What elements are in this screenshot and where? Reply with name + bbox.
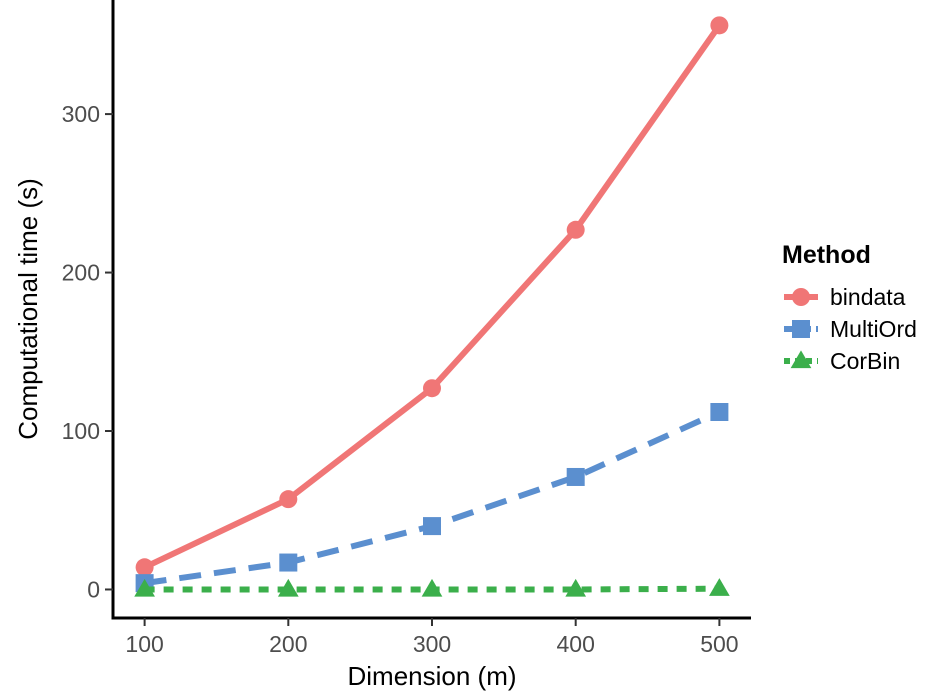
series-bindata — [135, 16, 729, 577]
series-line — [144, 409, 721, 587]
x-tick-label: 200 — [269, 631, 307, 657]
y-axis-ticks: 0 100 200 300 — [62, 101, 113, 602]
x-tick-label: 400 — [557, 631, 595, 657]
legend: Method bindata MultiOrd CorBin — [782, 241, 917, 374]
x-tick-label: 500 — [700, 631, 738, 657]
legend-title: Method — [782, 241, 871, 269]
data-point — [566, 220, 585, 239]
y-axis-title: Computational time (s) — [13, 178, 43, 440]
legend-label: MultiOrd — [830, 316, 917, 342]
data-point — [277, 578, 299, 597]
x-axis-ticks: 100 200 300 400 500 — [125, 618, 739, 657]
legend-swatch-marker — [792, 320, 810, 338]
data-point — [279, 553, 298, 572]
legend-label: bindata — [830, 284, 906, 310]
series-corbin — [134, 578, 730, 597]
series-layer — [134, 16, 730, 597]
x-tick-label: 100 — [125, 631, 163, 657]
series-multiord — [135, 403, 729, 593]
y-tick-label: 100 — [62, 418, 100, 444]
data-point — [423, 517, 441, 536]
data-point — [423, 379, 441, 398]
y-tick-label: 200 — [62, 260, 100, 286]
data-point — [279, 490, 298, 509]
data-point — [709, 578, 730, 596]
x-tick-label: 300 — [413, 631, 451, 657]
data-point — [710, 403, 729, 421]
data-point — [566, 467, 585, 486]
data-point — [134, 578, 155, 597]
data-point — [135, 558, 154, 577]
legend-item-corbin: CorBin — [784, 348, 900, 374]
series-line — [143, 23, 722, 571]
legend-label: CorBin — [830, 348, 900, 374]
legend-swatch-marker — [792, 288, 810, 306]
legend-item-bindata: bindata — [784, 284, 906, 310]
data-point — [565, 578, 587, 597]
data-point — [710, 16, 729, 35]
data-point — [421, 578, 443, 597]
x-axis-title: Dimension (m) — [347, 661, 516, 691]
legend-item-multiord: MultiOrd — [784, 316, 917, 342]
y-tick-label: 0 — [87, 576, 100, 602]
y-tick-label: 300 — [62, 101, 100, 127]
legend-swatch-marker — [790, 350, 812, 369]
